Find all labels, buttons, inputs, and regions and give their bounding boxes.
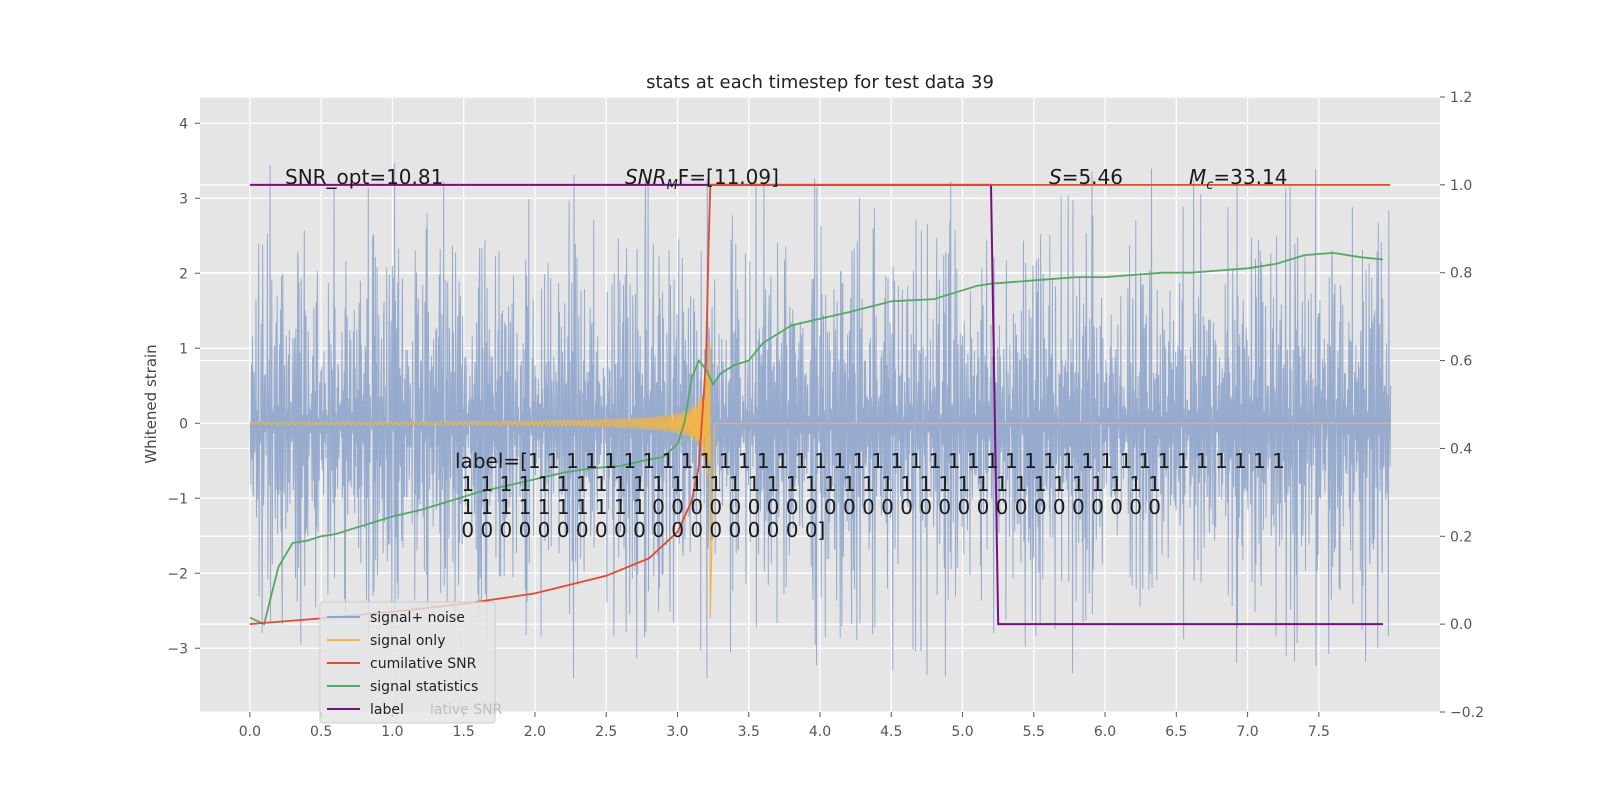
x-tick-label: 1.5 [453, 724, 475, 740]
annotation-snr-mf-value: F=[11.09] [678, 165, 779, 189]
x-tick-label: 1.0 [381, 724, 403, 740]
annotation-snr-mf-subscript: M [667, 178, 678, 193]
y-right-tick-label: 1.2 [1450, 90, 1472, 106]
y-axis-left: 4 3 2 1 0 −1 −2 −3 [167, 116, 200, 657]
y-left-tick-label: 3 [179, 191, 188, 207]
series-label [249, 183, 1383, 626]
x-tick-label: 6.5 [1165, 724, 1187, 740]
annotation-snr-opt: SNR_opt=10.81 [285, 165, 443, 189]
signal-only-line [249, 340, 1391, 619]
annotation-snr-mf-base: SNR [625, 165, 667, 189]
label-line-4: 0 0 0 0 0 0 0 0 0 0 0 0 0 0 0 0 0 0 0] [455, 518, 825, 542]
series-signal-only [249, 340, 1391, 619]
y-left-tick-label: 4 [179, 116, 188, 132]
y-left-tick-label: −1 [167, 491, 188, 507]
chart-title: stats at each timestep for test data 39 [646, 72, 994, 93]
x-tick-label: 2.0 [524, 724, 546, 740]
y-axis-label: Whitened strain [142, 344, 160, 463]
annotation-mc-subscript: c [1206, 178, 1213, 193]
x-tick-label: 3.5 [738, 724, 760, 740]
x-tick-label: 4.0 [809, 724, 831, 740]
annotation-mc-symbol: M [1189, 165, 1206, 189]
y-right-tick-label: 0.4 [1450, 441, 1472, 457]
x-tick-label: 0.0 [239, 724, 261, 740]
annotation-s: S=5.46 [1049, 165, 1123, 189]
x-tick-label: 7.5 [1308, 724, 1330, 740]
y-left-tick-label: 0 [179, 416, 188, 432]
y-right-tick-label: −0.2 [1450, 705, 1484, 721]
y-left-tick-label: −3 [167, 641, 188, 657]
label-line-3: 1 1 1 1 1 1 1 1 1 1 0 0 0 0 0 0 0 0 0 0 … [455, 495, 1161, 519]
y-right-tick-label: 0.0 [1450, 617, 1472, 633]
label-line-1: label=[1 1 1 1 1 1 1 1 1 1 1 1 1 1 1 1 1… [455, 449, 1285, 473]
signal-noise-line [249, 163, 1392, 679]
annotation-label-array: label=[1 1 1 1 1 1 1 1 1 1 1 1 1 1 1 1 1… [455, 449, 1285, 542]
legend-label-label: label [370, 702, 404, 718]
legend-frame [319, 601, 496, 724]
x-axis: 0.0 0.5 1.0 1.5 2.0 2.5 3.0 3.5 4.0 4.5 5.0 5.5 6.0 6… [239, 712, 1330, 740]
x-tick-label: 5.5 [1023, 724, 1045, 740]
x-tick-label: 3.0 [666, 724, 688, 740]
annotation-s-symbol: S [1049, 165, 1062, 189]
y-left-tick-label: 2 [179, 266, 188, 282]
legend: lative SNR signal+ noise signal only cumil… [319, 601, 503, 724]
x-tick-label: 6.0 [1094, 724, 1116, 740]
y-right-tick-label: 1.0 [1450, 178, 1472, 194]
legend-label-cumulative-snr: cumilative SNR [370, 656, 477, 672]
y-right-tick-label: 0.6 [1450, 354, 1472, 370]
annotation-mc: Mc=33.14 [1189, 165, 1287, 193]
y-right-tick-label: 0.8 [1450, 266, 1472, 282]
legend-label-signal-statistics: signal statistics [370, 679, 478, 695]
y-left-tick-label: −2 [167, 566, 188, 582]
y-axis-right: 1.2 1.0 0.8 0.6 0.4 0.2 0.0 −0.2 [1440, 90, 1484, 721]
legend-ghost-text: lative SNR [430, 702, 503, 718]
annotation-s-value: =5.46 [1062, 165, 1123, 189]
legend-label-signal-noise: signal+ noise [370, 610, 465, 626]
x-tick-label: 5.0 [951, 724, 973, 740]
legend-label-signal-only: signal only [370, 633, 445, 649]
annotation-snr-mf: SNRMF=[11.09] [625, 165, 779, 193]
annotation-mc-value: =33.14 [1213, 165, 1287, 189]
x-tick-label: 7.0 [1236, 724, 1258, 740]
x-tick-label: 0.5 [310, 724, 332, 740]
label-line-2: 1 1 1 1 1 1 1 1 1 1 1 1 1 1 1 1 1 1 1 1 … [455, 472, 1161, 496]
x-tick-label: 2.5 [595, 724, 617, 740]
y-left-tick-label: 1 [179, 341, 188, 357]
signal-statistics-line [249, 251, 1384, 626]
label-line [249, 183, 1383, 626]
y-right-tick-label: 0.2 [1450, 529, 1472, 545]
series-signal-noise [249, 163, 1392, 679]
series-signal-statistics [249, 251, 1384, 626]
x-tick-label: 4.5 [880, 724, 902, 740]
